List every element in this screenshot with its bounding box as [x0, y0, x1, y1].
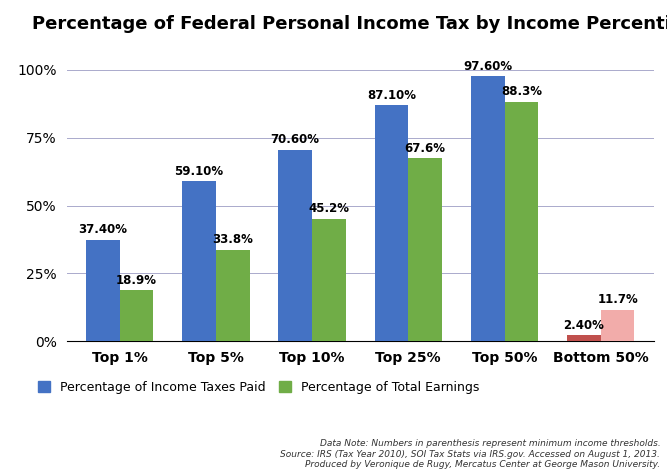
Bar	[278, 150, 312, 341]
Legend: Percentage of Income Taxes Paid, Percentage of Total Earnings: Percentage of Income Taxes Paid, Percent…	[33, 376, 484, 399]
Text: 18.9%: 18.9%	[116, 273, 157, 287]
Bar	[86, 240, 119, 341]
Bar	[471, 76, 504, 341]
Bar	[312, 219, 346, 341]
Text: 59.10%: 59.10%	[175, 164, 223, 178]
Text: 88.3%: 88.3%	[501, 85, 542, 98]
Text: 11.7%: 11.7%	[597, 293, 638, 306]
Text: 45.2%: 45.2%	[308, 202, 350, 215]
Bar	[119, 290, 153, 341]
Text: 37.40%: 37.40%	[78, 224, 127, 237]
Text: 97.60%: 97.60%	[463, 60, 512, 73]
Bar	[601, 310, 634, 341]
Text: 67.6%: 67.6%	[405, 142, 446, 155]
Text: 87.10%: 87.10%	[367, 89, 416, 101]
Bar	[375, 105, 408, 341]
Bar	[182, 181, 216, 341]
Title: Percentage of Federal Personal Income Tax by Income Percentile: Percentage of Federal Personal Income Ta…	[31, 15, 667, 33]
Text: 33.8%: 33.8%	[212, 233, 253, 246]
Text: 70.60%: 70.60%	[271, 133, 319, 146]
Bar	[408, 158, 442, 341]
Text: Data Note: Numbers in parenthesis represent minimum income thresholds.
Source: I: Data Note: Numbers in parenthesis repres…	[280, 439, 660, 469]
Text: 2.40%: 2.40%	[564, 319, 604, 331]
Bar	[216, 249, 249, 341]
Bar	[504, 101, 538, 341]
Bar	[567, 335, 601, 341]
